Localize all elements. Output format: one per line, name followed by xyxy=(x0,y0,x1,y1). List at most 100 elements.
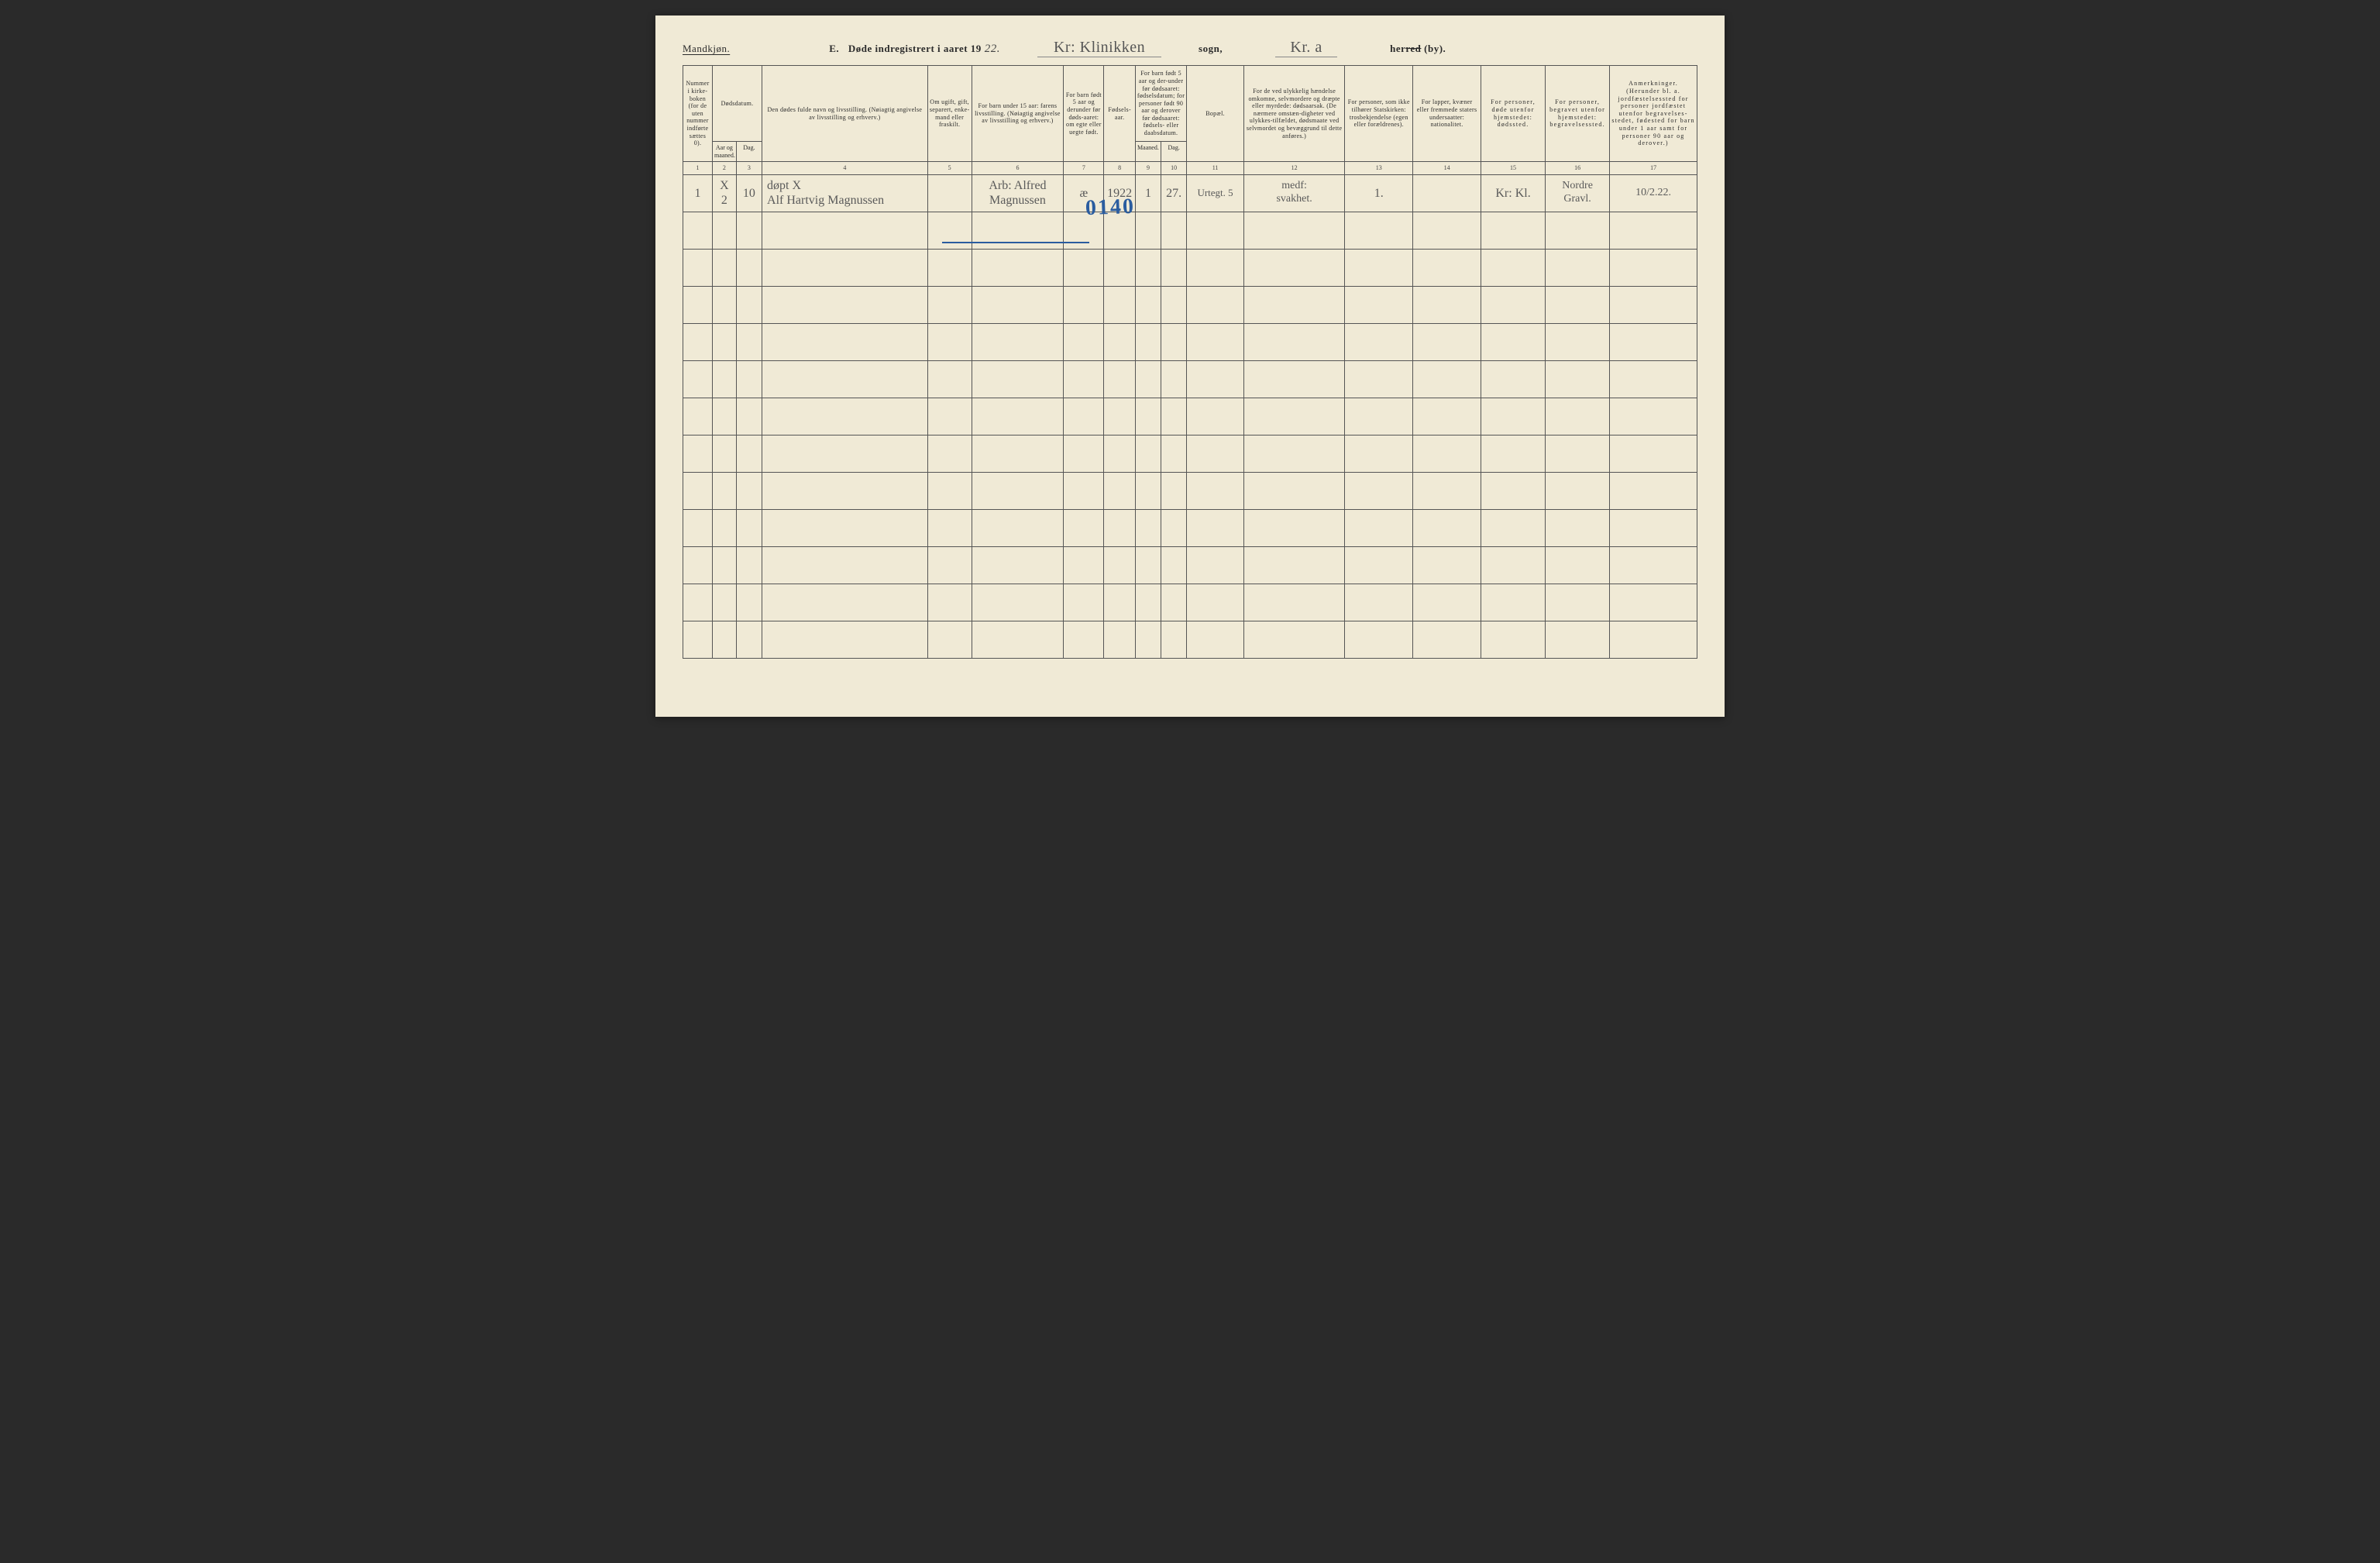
col-header: For personer, som ikke tilhører Statskir… xyxy=(1345,66,1413,162)
cell xyxy=(1413,435,1481,472)
cell xyxy=(972,398,1064,435)
cell xyxy=(1187,509,1244,546)
col-num: 5 xyxy=(927,162,972,175)
col-header: Dødsdatum. xyxy=(712,66,762,142)
cell xyxy=(1413,509,1481,546)
cell xyxy=(1135,249,1161,286)
cell xyxy=(1610,398,1697,435)
cell xyxy=(736,249,762,286)
cell xyxy=(927,360,972,398)
cell: Nordre Gravl. xyxy=(1546,174,1610,212)
table-body: 1 X 2 10 døpt X Alf Hartvig Magnussen Ar… xyxy=(683,174,1697,658)
cell: døpt X Alf Hartvig Magnussen xyxy=(762,174,928,212)
cell xyxy=(972,509,1064,546)
cell xyxy=(927,472,972,509)
cell xyxy=(1345,323,1413,360)
cell xyxy=(1546,546,1610,584)
cell xyxy=(1413,174,1481,212)
cell xyxy=(1104,584,1135,621)
cell xyxy=(736,212,762,249)
col-num: 16 xyxy=(1546,162,1610,175)
cell xyxy=(1064,249,1104,286)
cell xyxy=(1135,584,1161,621)
cell xyxy=(762,435,928,472)
cell xyxy=(1187,249,1244,286)
cell xyxy=(712,472,736,509)
cell xyxy=(1610,472,1697,509)
cell xyxy=(1243,472,1345,509)
cell xyxy=(1104,360,1135,398)
cell xyxy=(1345,435,1413,472)
cell xyxy=(736,509,762,546)
cell xyxy=(1345,212,1413,249)
cell xyxy=(1064,509,1104,546)
cell xyxy=(1610,286,1697,323)
table-row xyxy=(683,584,1697,621)
cell xyxy=(1610,360,1697,398)
cell xyxy=(1104,546,1135,584)
cell xyxy=(1104,286,1135,323)
cell xyxy=(762,509,928,546)
cell xyxy=(1481,360,1546,398)
cell xyxy=(683,621,713,658)
cell xyxy=(1610,546,1697,584)
cell xyxy=(1481,435,1546,472)
cell xyxy=(1104,249,1135,286)
cell xyxy=(712,212,736,249)
cell xyxy=(1161,398,1187,435)
cell xyxy=(1243,286,1345,323)
cell xyxy=(1546,286,1610,323)
table-row xyxy=(683,472,1697,509)
cell xyxy=(1187,398,1244,435)
cell xyxy=(1345,621,1413,658)
cell xyxy=(927,546,972,584)
col-num: 13 xyxy=(1345,162,1413,175)
cell xyxy=(1161,621,1187,658)
cell xyxy=(1135,472,1161,509)
table-row xyxy=(683,286,1697,323)
cell xyxy=(1187,584,1244,621)
cell xyxy=(712,435,736,472)
table-row xyxy=(683,323,1697,360)
sogn-handwritten: Kr: Klinikken xyxy=(1037,39,1161,57)
col-num: 2 xyxy=(712,162,736,175)
cell xyxy=(712,323,736,360)
cell xyxy=(1413,584,1481,621)
col-num: 10 xyxy=(1161,162,1187,175)
cell xyxy=(1161,472,1187,509)
cell xyxy=(1413,360,1481,398)
cell xyxy=(683,360,713,398)
cell xyxy=(1413,398,1481,435)
cell xyxy=(1064,435,1104,472)
cell: medf: svakhet. xyxy=(1243,174,1345,212)
cell xyxy=(1161,212,1187,249)
col-num: 3 xyxy=(736,162,762,175)
cell xyxy=(683,323,713,360)
table-row xyxy=(683,249,1697,286)
cell xyxy=(972,472,1064,509)
table-head: Nummer i kirke-boken (for de uten nummer… xyxy=(683,66,1697,175)
cell xyxy=(1135,621,1161,658)
cell xyxy=(1610,509,1697,546)
col-header: Fødsels-aar. xyxy=(1104,66,1135,162)
table-row xyxy=(683,546,1697,584)
col-num: 14 xyxy=(1413,162,1481,175)
cell xyxy=(1481,398,1546,435)
col-num: 8 xyxy=(1104,162,1135,175)
cell xyxy=(762,212,928,249)
table-row xyxy=(683,435,1697,472)
cell xyxy=(1135,509,1161,546)
cell xyxy=(1135,360,1161,398)
cell xyxy=(736,621,762,658)
col-header: For barn under 15 aar: farens livsstilli… xyxy=(972,66,1064,162)
cell xyxy=(1187,472,1244,509)
cell xyxy=(1546,621,1610,658)
cell xyxy=(1064,584,1104,621)
cell: 1 xyxy=(683,174,713,212)
cell: Urtegt. 5 xyxy=(1187,174,1244,212)
cell xyxy=(1481,621,1546,658)
cell xyxy=(927,398,972,435)
col-header: For barn født 5 aar og der-under før død… xyxy=(1135,66,1186,142)
cell xyxy=(927,435,972,472)
cell xyxy=(1135,435,1161,472)
